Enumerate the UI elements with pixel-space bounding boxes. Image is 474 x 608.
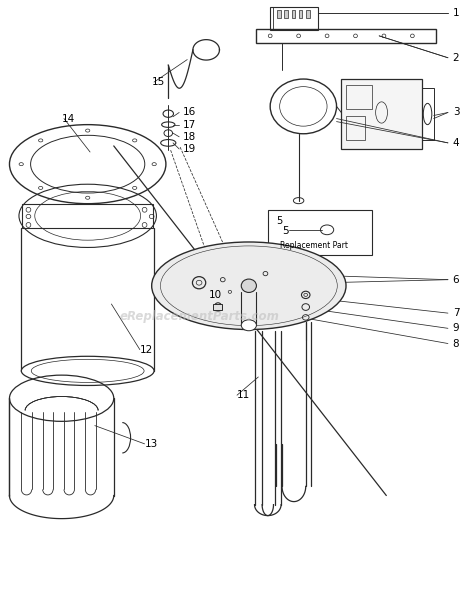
Bar bbox=[292, 10, 295, 18]
Text: 10: 10 bbox=[209, 290, 222, 300]
Text: eReplacementParts.com: eReplacementParts.com bbox=[119, 309, 279, 323]
Bar bbox=[22, 204, 153, 228]
Bar bbox=[270, 7, 318, 30]
Bar bbox=[256, 29, 436, 43]
Text: 7: 7 bbox=[453, 308, 459, 318]
Ellipse shape bbox=[192, 277, 206, 289]
Ellipse shape bbox=[152, 242, 346, 330]
Text: 11: 11 bbox=[237, 390, 250, 400]
Text: Replacement Part: Replacement Part bbox=[280, 241, 347, 249]
Bar bbox=[213, 304, 222, 310]
Text: 17: 17 bbox=[182, 120, 196, 130]
Bar bbox=[299, 10, 302, 18]
Bar bbox=[346, 85, 372, 109]
Text: 1: 1 bbox=[453, 9, 459, 18]
Text: 4: 4 bbox=[453, 138, 459, 148]
Text: 15: 15 bbox=[152, 77, 165, 87]
Text: 5: 5 bbox=[276, 216, 283, 226]
Bar bbox=[268, 210, 372, 255]
Text: 9: 9 bbox=[453, 323, 459, 333]
Text: 3: 3 bbox=[453, 108, 459, 117]
Text: 16: 16 bbox=[182, 108, 196, 117]
Bar bbox=[306, 10, 310, 18]
Ellipse shape bbox=[21, 356, 154, 385]
Bar bbox=[284, 10, 288, 18]
Text: 6: 6 bbox=[453, 275, 459, 285]
Ellipse shape bbox=[241, 320, 256, 331]
Text: 14: 14 bbox=[62, 114, 75, 123]
Text: 8: 8 bbox=[453, 339, 459, 348]
Text: 13: 13 bbox=[145, 439, 158, 449]
Text: 2: 2 bbox=[453, 53, 459, 63]
Ellipse shape bbox=[241, 279, 256, 292]
Text: 12: 12 bbox=[140, 345, 153, 354]
Text: 19: 19 bbox=[182, 144, 196, 154]
Bar bbox=[341, 79, 422, 149]
Bar bbox=[277, 10, 281, 18]
Bar bbox=[346, 116, 365, 140]
Bar bbox=[422, 88, 434, 140]
Text: 5: 5 bbox=[282, 226, 289, 236]
Text: 18: 18 bbox=[182, 132, 196, 142]
